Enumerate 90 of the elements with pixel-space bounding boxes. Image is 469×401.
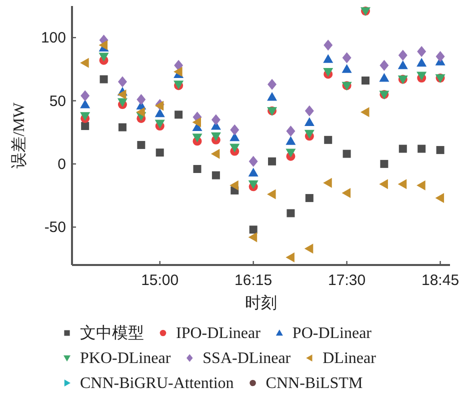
point (100, 75, 108, 84)
point (118, 76, 127, 88)
point (418, 144, 426, 153)
point (230, 124, 240, 136)
legend-label: CNN-BiLSTM (266, 375, 363, 392)
point (286, 126, 296, 137)
point (436, 51, 445, 62)
point (174, 66, 182, 77)
point (323, 178, 332, 188)
point (80, 58, 89, 68)
point (380, 60, 389, 71)
point (174, 60, 184, 71)
legend-label: PO-DLinear (292, 325, 372, 342)
point (417, 46, 426, 57)
point (136, 107, 145, 118)
point (98, 52, 109, 62)
point (137, 140, 146, 149)
x-tick-label: 17:30 (328, 272, 366, 289)
point (267, 92, 278, 101)
point (416, 180, 426, 190)
point (324, 40, 333, 51)
point (416, 72, 427, 80)
point (248, 156, 258, 167)
point (154, 108, 165, 118)
point (80, 90, 90, 102)
point (193, 164, 202, 173)
point (212, 171, 220, 180)
point (174, 110, 183, 119)
point (286, 148, 296, 158)
point (192, 117, 201, 128)
y-tick-label: 0 (58, 156, 66, 173)
legend-label: SSA-DLinear (202, 350, 292, 367)
y-tick-label: 100 (40, 30, 66, 47)
point (436, 146, 444, 154)
point (286, 136, 296, 145)
point (136, 94, 146, 105)
y-tick-label: -50 (44, 219, 66, 236)
point (342, 150, 351, 158)
point (324, 136, 332, 144)
point (248, 232, 258, 242)
x-tick-label: 16:15 (234, 272, 272, 289)
point (342, 188, 351, 198)
point (398, 179, 407, 190)
point (435, 193, 444, 204)
point (211, 114, 220, 126)
point (118, 123, 126, 132)
point (342, 52, 352, 64)
point (230, 180, 238, 190)
point (210, 148, 220, 159)
point (305, 194, 314, 202)
point (248, 168, 258, 177)
legend-label: 文中模型 (80, 324, 144, 342)
point (80, 100, 90, 108)
point (380, 160, 388, 168)
point (360, 107, 370, 118)
point (304, 105, 314, 116)
point (267, 189, 276, 200)
point (98, 40, 108, 50)
point (81, 122, 90, 130)
point (286, 209, 295, 218)
x-tick-label: 15:00 (141, 272, 179, 289)
legend-label: IPO-DLinear (176, 325, 262, 342)
point (268, 157, 276, 166)
y-axis-title: 误差/MW (10, 102, 28, 168)
point (268, 78, 277, 90)
point (304, 117, 314, 126)
legend-label: PKO-DLinear (80, 350, 172, 367)
point (398, 144, 407, 153)
point (398, 60, 408, 70)
point (154, 120, 165, 128)
x-axis-title: 时刻 (245, 294, 277, 312)
point (156, 148, 164, 157)
point (323, 54, 334, 63)
point (210, 132, 221, 142)
legend-label: DLinear (322, 350, 377, 367)
point (379, 73, 390, 82)
point (379, 179, 388, 190)
legend-label: CNN-BiGRU-Attention (80, 375, 234, 392)
point (117, 89, 126, 100)
point (342, 64, 352, 73)
point (304, 244, 314, 254)
point (286, 252, 294, 262)
point (192, 134, 202, 142)
y-tick-label: 50 (49, 92, 66, 110)
point (230, 144, 240, 152)
point (362, 76, 370, 85)
point (249, 226, 258, 234)
x-tick-label: 18:45 (422, 272, 460, 289)
point (398, 50, 408, 61)
point (416, 58, 427, 67)
